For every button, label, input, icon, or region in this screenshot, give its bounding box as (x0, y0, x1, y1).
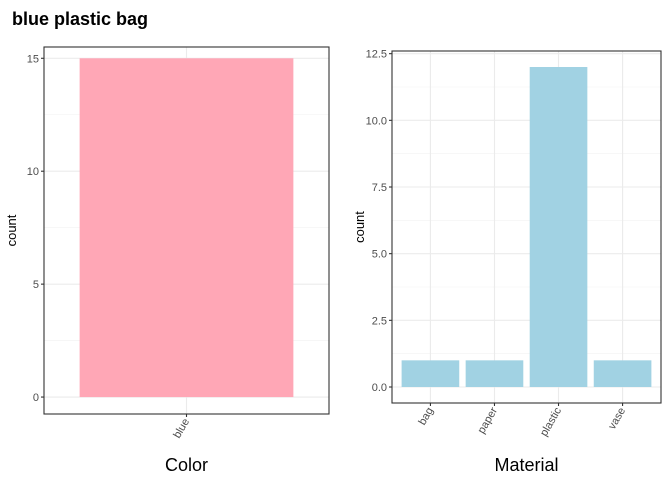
x-axis-title: Material (494, 455, 558, 475)
y-tick-label: 5 (33, 279, 39, 291)
panel-border (391, 50, 662, 404)
y-tick-label: 0 (33, 392, 39, 404)
y-tick-label: 15 (27, 53, 39, 65)
x-tick-label: bag (416, 406, 436, 428)
plot-background (392, 51, 661, 403)
bar-bag (401, 360, 460, 387)
material-count-chart: 0.0 2.5 5.0 7.5 10.0 12.5 bag paper plastic vase c… (352, 49, 662, 475)
y-tick-label: 2.5 (372, 315, 387, 327)
x-tick-label: vase (606, 406, 628, 432)
bar-vase (593, 360, 652, 387)
y-tick-label: 12.5 (366, 49, 387, 61)
x-tick-label: paper (476, 405, 501, 436)
y-axis-title: count (352, 211, 367, 243)
bar-paper (465, 360, 524, 387)
x-tick-label: blue (171, 417, 192, 441)
x-tick-label: plastic (538, 405, 564, 438)
bar-plastic (529, 67, 588, 387)
y-tick-label: 7.5 (372, 182, 387, 194)
y-axis-title: count (4, 214, 19, 246)
y-tick-label: 10.0 (366, 115, 387, 127)
y-tick-label: 5.0 (372, 249, 387, 261)
bar-blue (79, 58, 294, 398)
x-axis-title: Color (165, 455, 208, 475)
color-count-chart: 0 5 10 15 blue count Color (4, 46, 330, 475)
page-title: blue plastic bag (12, 9, 149, 29)
y-tick-label: 0.0 (372, 382, 387, 394)
y-tick-label: 10 (27, 166, 39, 178)
